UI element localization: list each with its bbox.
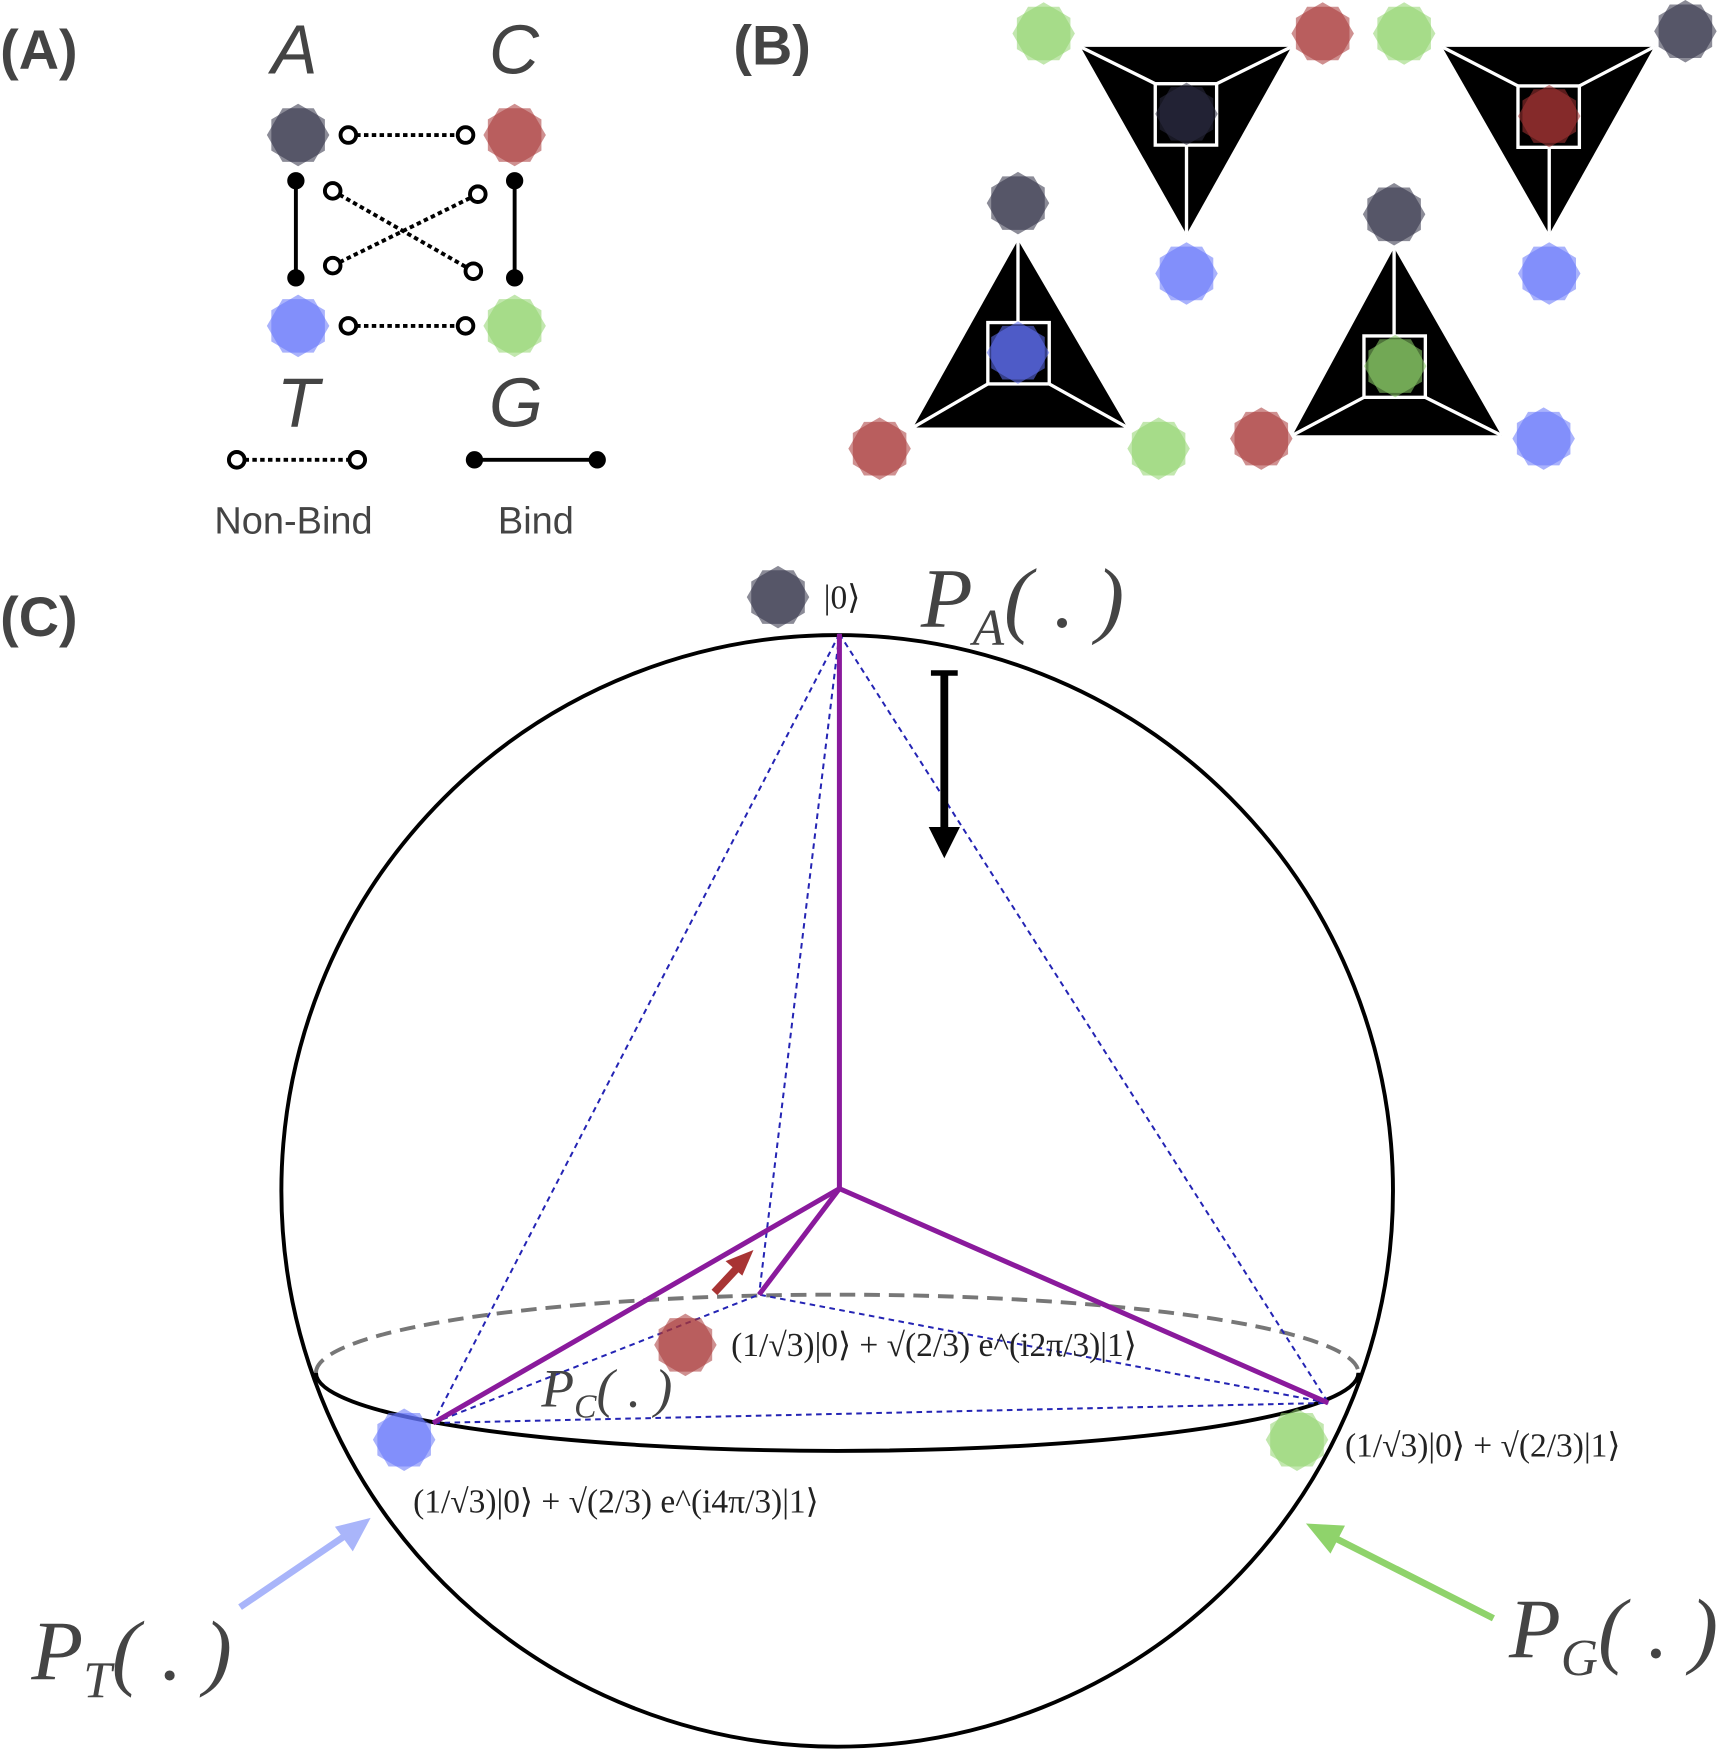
base-node — [1372, 2, 1436, 65]
base-label-g: G — [489, 363, 543, 441]
panel-label-b: (B) — [733, 14, 810, 77]
state-label-a: |0⟩ — [824, 579, 861, 616]
base-node — [986, 171, 1050, 235]
bloch-sphere — [238, 633, 1495, 1749]
projector-a: PA( . ) — [920, 552, 1124, 657]
node-c — [483, 103, 546, 167]
base-label-c: C — [489, 11, 540, 89]
projector-g: PG( . ) — [1508, 1582, 1718, 1687]
base-node — [1654, 0, 1717, 63]
legend-non-bind: Non-Bind — [214, 500, 372, 542]
state-node-a — [746, 565, 810, 629]
node-a — [266, 103, 330, 167]
state-node-g — [1265, 1408, 1329, 1471]
state-label-t: (1/√3)|0⟩ + √(2/3) e^(i4π/3)|1⟩ — [413, 1483, 819, 1520]
base-node — [1512, 407, 1575, 470]
base-label-a: A — [267, 11, 317, 89]
legend-bind: Bind — [498, 500, 574, 542]
panel-label-a: (A) — [0, 18, 77, 81]
base-node — [1230, 407, 1293, 470]
projector-c: PC( . ) — [540, 1358, 672, 1425]
projector-t: PT( . ) — [30, 1605, 231, 1710]
pairing-diagram — [226, 125, 606, 470]
node-t — [266, 294, 330, 358]
base-node — [848, 417, 911, 480]
base-node — [1517, 242, 1581, 305]
projection-arrow-g — [1326, 1531, 1495, 1622]
state-label-g: (1/√3)|0⟩ + √(2/3)|1⟩ — [1345, 1427, 1620, 1464]
state-label-c: (1/√3)|0⟩ + √(2/3) e^(i2π/3)|1⟩ — [731, 1327, 1137, 1364]
panel-label-c: (C) — [0, 585, 77, 648]
state-node-t — [372, 1408, 436, 1471]
base-node — [1155, 242, 1218, 305]
base-node — [1362, 183, 1426, 246]
base-node — [1127, 417, 1190, 480]
node-g — [483, 294, 546, 358]
base-node — [1012, 2, 1075, 65]
projection-arrow-t — [238, 1526, 357, 1610]
base-node — [1291, 2, 1354, 65]
base-label-t: T — [277, 363, 324, 441]
